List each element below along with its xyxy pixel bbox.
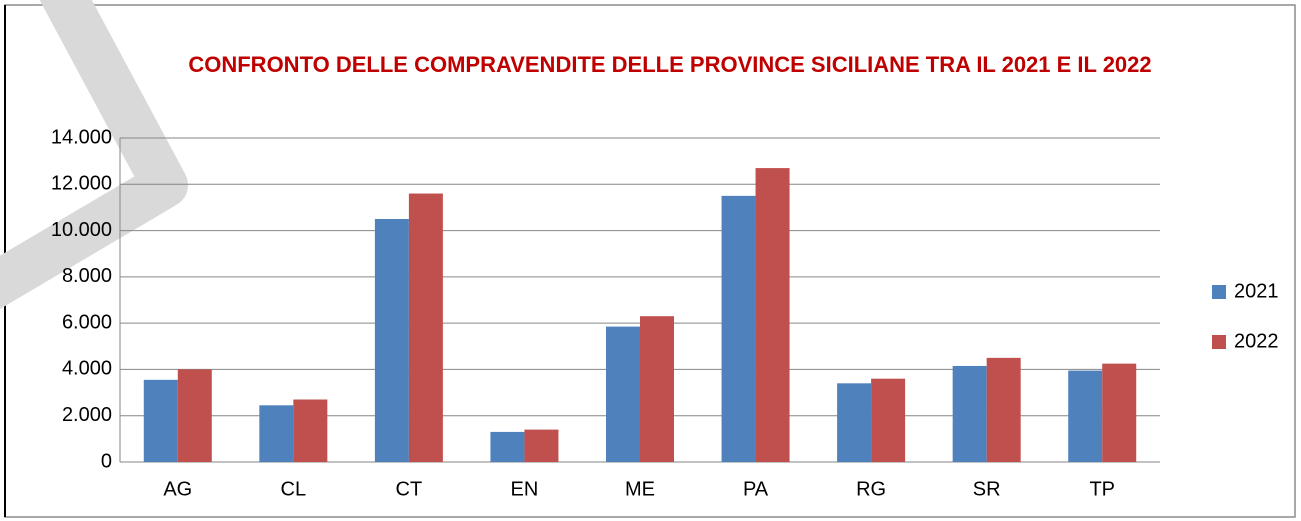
y-tick-label: 2.000 bbox=[62, 404, 112, 426]
legend-swatch bbox=[1212, 285, 1226, 299]
bar bbox=[755, 168, 790, 463]
bar bbox=[1068, 370, 1103, 462]
bar bbox=[986, 357, 1021, 462]
bar bbox=[721, 195, 756, 462]
y-tick-label: 14.000 bbox=[51, 126, 112, 148]
bar bbox=[524, 429, 559, 462]
x-tick-label: PA bbox=[743, 478, 769, 500]
y-tick-label: 8.000 bbox=[62, 265, 112, 287]
y-tick-label: 0 bbox=[101, 450, 112, 472]
x-tick-label: CT bbox=[396, 478, 423, 500]
x-tick-label: CL bbox=[281, 478, 307, 500]
y-tick-label: 4.000 bbox=[62, 358, 112, 380]
bar bbox=[293, 399, 328, 462]
bar bbox=[177, 369, 212, 462]
x-tick-label: SR bbox=[973, 478, 1001, 500]
bar bbox=[259, 405, 294, 462]
x-tick-label: RG bbox=[856, 478, 886, 500]
bar bbox=[871, 378, 906, 462]
bar bbox=[408, 193, 443, 463]
y-tick-label: 6.000 bbox=[62, 311, 112, 333]
y-tick-label: 12.000 bbox=[51, 173, 112, 195]
x-tick-label: EN bbox=[511, 478, 539, 500]
chart-title: CONFRONTO DELLE COMPRAVENDITE DELLE PROV… bbox=[188, 52, 1152, 77]
bar bbox=[143, 379, 178, 462]
x-tick-label: AG bbox=[163, 478, 192, 500]
x-tick-label: ME bbox=[625, 478, 655, 500]
bar bbox=[952, 365, 987, 462]
bar bbox=[490, 431, 525, 462]
legend-swatch bbox=[1212, 335, 1226, 349]
bar bbox=[374, 219, 409, 462]
x-tick-label: TP bbox=[1089, 478, 1115, 500]
watermark bbox=[0, 0, 188, 310]
y-tick-label: 10.000 bbox=[51, 219, 112, 241]
bar bbox=[837, 383, 872, 462]
bar bbox=[640, 316, 674, 462]
bar bbox=[1102, 363, 1137, 462]
bar bbox=[606, 326, 640, 462]
legend-label: 2022 bbox=[1234, 330, 1279, 352]
legend-label: 2021 bbox=[1234, 280, 1279, 302]
